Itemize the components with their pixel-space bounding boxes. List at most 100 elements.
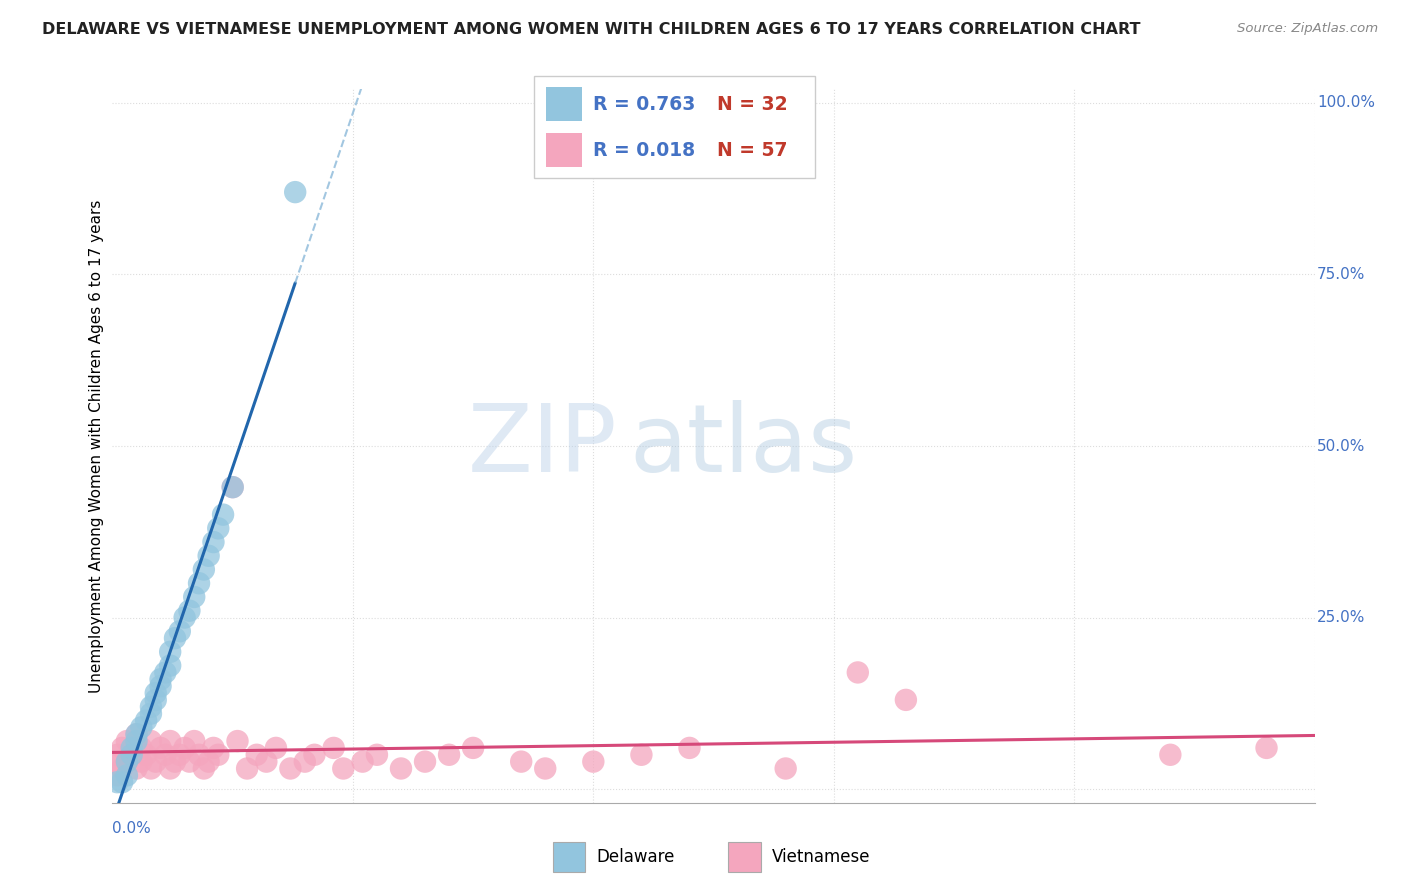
Point bbox=[111, 762, 134, 776]
Point bbox=[193, 762, 215, 776]
Point bbox=[139, 734, 162, 748]
Point bbox=[131, 740, 153, 755]
Point bbox=[139, 699, 162, 714]
Point bbox=[145, 693, 167, 707]
Point bbox=[246, 747, 269, 762]
Point bbox=[121, 747, 143, 762]
Point bbox=[264, 740, 287, 755]
Text: 25.0%: 25.0% bbox=[1317, 610, 1365, 625]
Point bbox=[582, 755, 605, 769]
Point bbox=[135, 747, 157, 762]
Point bbox=[105, 747, 128, 762]
Point bbox=[173, 610, 195, 624]
Point bbox=[121, 747, 143, 762]
Point bbox=[121, 740, 143, 755]
Point bbox=[322, 740, 344, 755]
Point bbox=[280, 762, 302, 776]
Point bbox=[101, 755, 124, 769]
Point bbox=[163, 631, 186, 645]
Point bbox=[775, 762, 797, 776]
Point bbox=[352, 755, 374, 769]
Text: Source: ZipAtlas.com: Source: ZipAtlas.com bbox=[1237, 22, 1378, 36]
Point bbox=[125, 762, 148, 776]
Point bbox=[149, 679, 172, 693]
Point bbox=[846, 665, 869, 680]
Point bbox=[179, 755, 201, 769]
Point bbox=[169, 624, 191, 639]
Point bbox=[111, 775, 134, 789]
Point bbox=[894, 693, 917, 707]
Text: 50.0%: 50.0% bbox=[1317, 439, 1365, 453]
Point bbox=[461, 740, 484, 755]
Point bbox=[179, 604, 201, 618]
Text: DELAWARE VS VIETNAMESE UNEMPLOYMENT AMONG WOMEN WITH CHILDREN AGES 6 TO 17 YEARS: DELAWARE VS VIETNAMESE UNEMPLOYMENT AMON… bbox=[42, 22, 1140, 37]
Point bbox=[366, 747, 388, 762]
Point bbox=[284, 185, 307, 199]
Point bbox=[222, 480, 245, 494]
Text: 100.0%: 100.0% bbox=[1317, 95, 1375, 111]
Point bbox=[159, 734, 181, 748]
Point bbox=[183, 734, 205, 748]
Text: 75.0%: 75.0% bbox=[1317, 267, 1365, 282]
Point bbox=[125, 727, 148, 741]
Point bbox=[115, 755, 138, 769]
Point bbox=[159, 645, 181, 659]
Point bbox=[510, 755, 533, 769]
Text: N = 57: N = 57 bbox=[717, 141, 787, 160]
Point bbox=[159, 658, 181, 673]
Text: N = 32: N = 32 bbox=[717, 95, 787, 113]
Text: R = 0.763: R = 0.763 bbox=[593, 95, 696, 113]
FancyBboxPatch shape bbox=[728, 842, 761, 872]
Point bbox=[111, 740, 134, 755]
Point bbox=[115, 768, 138, 782]
Point bbox=[202, 535, 225, 549]
Text: Vietnamese: Vietnamese bbox=[772, 848, 870, 866]
Point bbox=[1159, 747, 1181, 762]
Point bbox=[125, 727, 148, 741]
Point bbox=[193, 562, 215, 576]
Point bbox=[630, 747, 652, 762]
Point bbox=[207, 521, 229, 535]
Point bbox=[1256, 740, 1278, 755]
Point bbox=[294, 755, 316, 769]
Point bbox=[159, 762, 181, 776]
FancyBboxPatch shape bbox=[534, 76, 815, 178]
Point bbox=[135, 714, 157, 728]
Point bbox=[212, 508, 235, 522]
Point bbox=[105, 775, 128, 789]
FancyBboxPatch shape bbox=[546, 133, 582, 167]
Point bbox=[236, 762, 259, 776]
Text: 0.0%: 0.0% bbox=[112, 821, 152, 836]
Point bbox=[207, 747, 229, 762]
Point bbox=[304, 747, 326, 762]
Point bbox=[222, 480, 245, 494]
Point bbox=[437, 747, 460, 762]
Point bbox=[145, 686, 167, 700]
Point bbox=[202, 740, 225, 755]
Point bbox=[534, 762, 557, 776]
FancyBboxPatch shape bbox=[553, 842, 585, 872]
Point bbox=[131, 720, 153, 734]
Point bbox=[149, 740, 172, 755]
Point bbox=[139, 706, 162, 721]
Point bbox=[125, 734, 148, 748]
Point bbox=[139, 762, 162, 776]
Point bbox=[226, 734, 249, 748]
Point bbox=[332, 762, 354, 776]
Point bbox=[169, 747, 191, 762]
Point bbox=[188, 747, 211, 762]
Point bbox=[197, 755, 219, 769]
Text: Delaware: Delaware bbox=[596, 848, 675, 866]
Point bbox=[145, 755, 167, 769]
Point bbox=[173, 740, 195, 755]
Point bbox=[155, 665, 177, 680]
Point bbox=[188, 576, 211, 591]
Point bbox=[131, 755, 153, 769]
Point bbox=[678, 740, 700, 755]
Point bbox=[197, 549, 219, 563]
Point bbox=[105, 768, 128, 782]
Text: R = 0.018: R = 0.018 bbox=[593, 141, 696, 160]
Point bbox=[183, 590, 205, 604]
Point bbox=[254, 755, 277, 769]
Point bbox=[163, 755, 186, 769]
